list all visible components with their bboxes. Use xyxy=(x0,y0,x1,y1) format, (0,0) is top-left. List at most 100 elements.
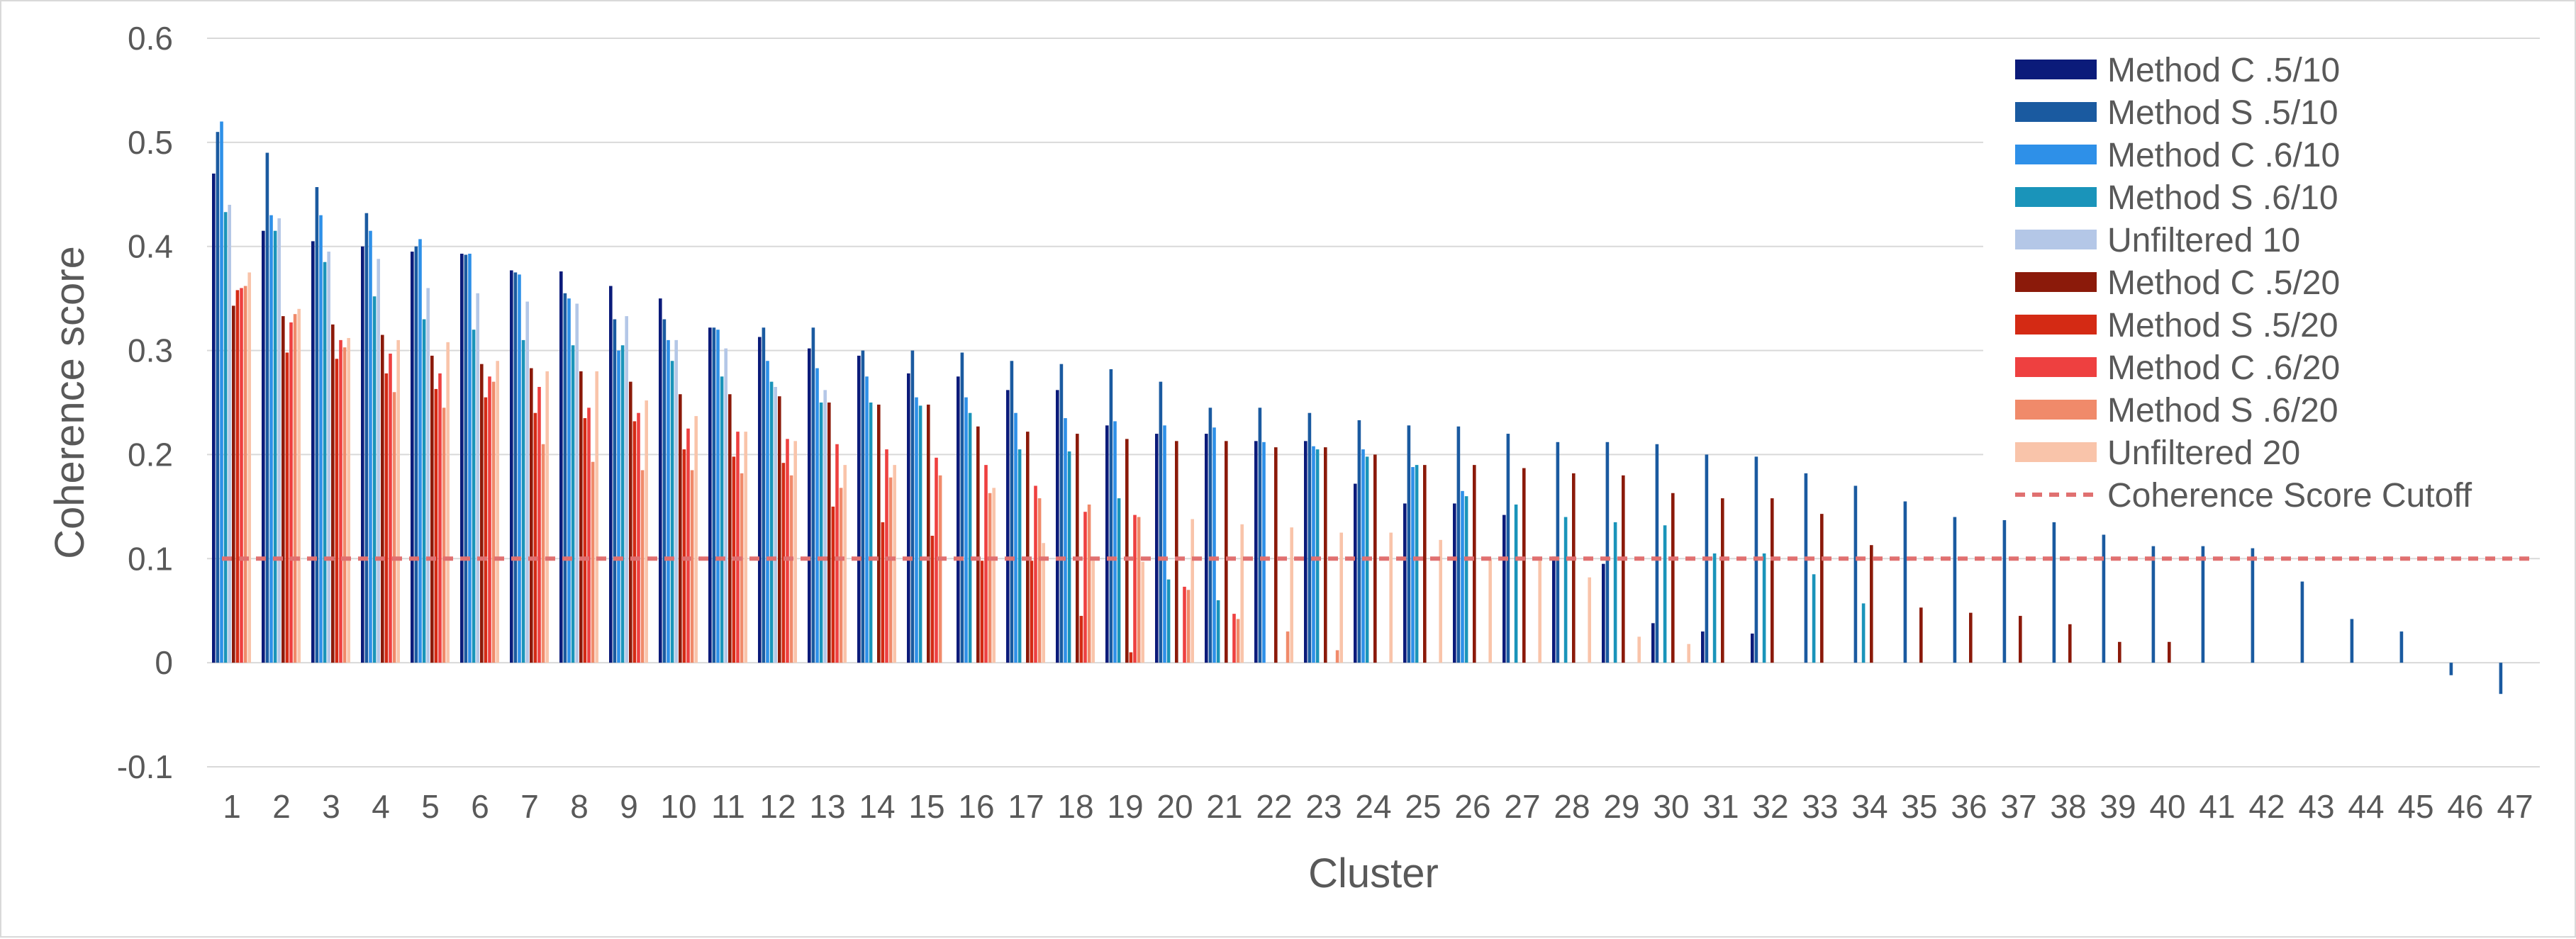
legend-swatch xyxy=(2015,230,2097,249)
bar xyxy=(364,213,369,663)
bar xyxy=(281,316,285,663)
bar xyxy=(1129,652,1133,663)
bar xyxy=(472,330,476,663)
bar xyxy=(212,173,216,663)
x-tick-label: 29 xyxy=(1603,788,1639,825)
bar xyxy=(1274,447,1278,663)
bar xyxy=(831,506,835,663)
bar xyxy=(1354,483,1357,663)
bar xyxy=(480,364,484,663)
bar xyxy=(1721,498,1724,663)
x-tick-label: 47 xyxy=(2497,788,2533,825)
bar xyxy=(591,461,595,663)
bar xyxy=(857,355,861,663)
bar xyxy=(640,470,645,663)
bar xyxy=(381,334,384,663)
bar xyxy=(682,449,686,663)
y-tick-label: 0.3 xyxy=(128,332,173,369)
bar xyxy=(510,270,513,663)
x-tick-label: 30 xyxy=(1653,788,1689,825)
bar xyxy=(468,253,472,663)
x-tick-label: 1 xyxy=(223,788,241,825)
x-tick-label: 41 xyxy=(2199,788,2235,825)
y-tick-label: 0.5 xyxy=(128,124,173,161)
bar xyxy=(976,426,980,663)
bar xyxy=(369,230,372,663)
bar xyxy=(992,488,996,663)
bar xyxy=(1903,501,1907,663)
bar xyxy=(530,368,533,663)
bar xyxy=(712,327,716,663)
bar xyxy=(488,376,491,663)
bar xyxy=(786,439,789,663)
bar xyxy=(1622,475,1625,663)
bar xyxy=(1751,634,1754,663)
bar xyxy=(1712,553,1717,663)
bar xyxy=(1514,504,1518,663)
bar xyxy=(2068,624,2072,663)
bar xyxy=(1411,467,1415,663)
bar xyxy=(418,239,422,663)
bar xyxy=(762,327,766,663)
bar xyxy=(2002,519,2007,663)
bar xyxy=(1079,616,1083,663)
legend: Method C .5/10 Method S .5/10 Method C .6/… xyxy=(1983,45,2543,515)
bar xyxy=(587,407,591,663)
x-tick-label: 35 xyxy=(1901,788,1937,825)
bar xyxy=(430,355,434,663)
bar xyxy=(525,301,529,663)
y-tick-label: 0.4 xyxy=(128,228,173,265)
bar xyxy=(769,381,774,663)
bar xyxy=(885,449,888,663)
bar xyxy=(670,361,674,663)
bar xyxy=(1687,643,1690,663)
bar xyxy=(1771,498,1774,663)
bar xyxy=(269,215,273,663)
bar xyxy=(674,339,678,663)
bar xyxy=(1605,442,1610,663)
bar xyxy=(720,376,724,663)
bar xyxy=(2019,616,2022,663)
bar xyxy=(964,397,968,663)
bar xyxy=(1017,449,1022,663)
bar xyxy=(865,376,869,663)
bar xyxy=(1030,561,1034,663)
x-tick-label: 36 xyxy=(1951,788,1987,825)
bar xyxy=(1651,623,1655,663)
bar xyxy=(1262,442,1266,663)
bar xyxy=(645,400,648,663)
bar xyxy=(240,288,243,663)
bar xyxy=(736,432,740,663)
bar xyxy=(835,444,839,663)
bar xyxy=(1141,561,1144,663)
bar xyxy=(372,296,377,663)
bar xyxy=(1473,465,1476,663)
legend-swatch xyxy=(2015,442,2097,462)
x-tick-label: 46 xyxy=(2447,788,2483,825)
bar xyxy=(823,390,827,663)
bar xyxy=(679,394,682,663)
bar xyxy=(1464,496,1468,663)
legend-label: Method C .5/10 xyxy=(2107,52,2340,89)
legend-label: Method C .6/20 xyxy=(2107,349,2340,387)
bar xyxy=(285,352,289,663)
bar xyxy=(396,339,400,663)
bar xyxy=(686,428,690,663)
bar xyxy=(335,359,339,663)
bar xyxy=(617,350,620,663)
bar xyxy=(1655,444,1659,663)
bar xyxy=(1304,441,1307,663)
bar xyxy=(571,345,575,663)
bar xyxy=(1225,441,1228,663)
x-tick-label: 39 xyxy=(2100,788,2136,825)
bar xyxy=(1006,390,1010,663)
bar xyxy=(293,314,297,663)
bar xyxy=(1335,650,1339,663)
bar xyxy=(1175,441,1178,663)
bar xyxy=(781,463,786,663)
x-tick-label: 40 xyxy=(2149,788,2185,825)
bar xyxy=(422,319,426,663)
x-tick-label: 31 xyxy=(1702,788,1739,825)
bar xyxy=(1613,522,1617,663)
